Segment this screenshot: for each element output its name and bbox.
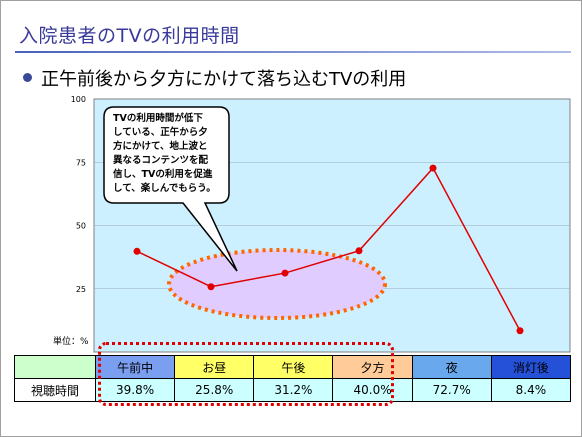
callout-line: して、楽しんでもらう。 bbox=[113, 182, 216, 194]
data-point-3 bbox=[355, 247, 363, 255]
slide-title: 入院患者のTVの利用時間 bbox=[19, 25, 240, 47]
highlight-ellipse bbox=[167, 248, 387, 320]
col-header-lights-out: 消灯後 bbox=[490, 355, 572, 379]
y-tick-label: 50 bbox=[76, 222, 86, 231]
y-tick-label: 75 bbox=[76, 158, 86, 167]
unit-label: 単位：% bbox=[53, 337, 89, 347]
value-night: 72.7% bbox=[411, 378, 492, 402]
callout-text: TVの利用時間が低下している、正午から夕方にかけて、地上波と異なるコンテンツを配… bbox=[113, 112, 216, 194]
y-tick-label: 25 bbox=[76, 285, 86, 294]
bullet-icon bbox=[23, 73, 32, 82]
data-point-5 bbox=[516, 327, 524, 335]
table-corner bbox=[14, 355, 96, 379]
row-header: 視聴時間 bbox=[14, 378, 96, 402]
data-point-1 bbox=[207, 283, 215, 291]
value-lights-out: 8.4% bbox=[490, 378, 572, 402]
y-tick-labels: 25 50 75 100 bbox=[71, 95, 86, 294]
data-point-0 bbox=[133, 247, 141, 255]
value-morning: 39.8% bbox=[94, 378, 176, 402]
data-table: 午前中 お昼 午後 夕方 夜 消灯後 視聴時間 39.8% 25.8% 31.2… bbox=[14, 355, 572, 402]
callout-line: 異なるコンテンツを配 bbox=[113, 155, 209, 166]
y-tick-label: 100 bbox=[71, 95, 86, 104]
bullet-text: 正午前後から夕方にかけて落ち込むTVの利用 bbox=[41, 69, 407, 90]
callout-line: 信し、TVの利用を促進 bbox=[113, 168, 213, 180]
col-header-night: 夜 bbox=[411, 355, 492, 379]
table-value-row: 視聴時間 39.8% 25.8% 31.2% 40.0% 72.7% 8.4% bbox=[14, 378, 572, 402]
callout-line: 方にかけて、地上波と bbox=[113, 140, 208, 152]
highlight-box bbox=[98, 342, 394, 406]
value-noon: 25.8% bbox=[174, 378, 255, 402]
table-header-row: 午前中 お昼 午後 夕方 夜 消灯後 bbox=[14, 355, 572, 379]
callout-line: している、正午から夕 bbox=[113, 126, 208, 138]
col-header-noon: お昼 bbox=[174, 355, 255, 379]
data-point-4 bbox=[429, 164, 437, 172]
col-header-evening: 夕方 bbox=[332, 355, 413, 379]
data-point-2 bbox=[281, 269, 289, 277]
callout-bubble bbox=[103, 106, 238, 272]
data-points bbox=[133, 164, 524, 335]
callout-line: TVの利用時間が低下 bbox=[113, 112, 203, 124]
series-line bbox=[136, 166, 521, 332]
value-afternoon: 31.2% bbox=[253, 378, 334, 402]
col-header-morning: 午前中 bbox=[94, 355, 176, 379]
title-underline bbox=[15, 51, 571, 53]
